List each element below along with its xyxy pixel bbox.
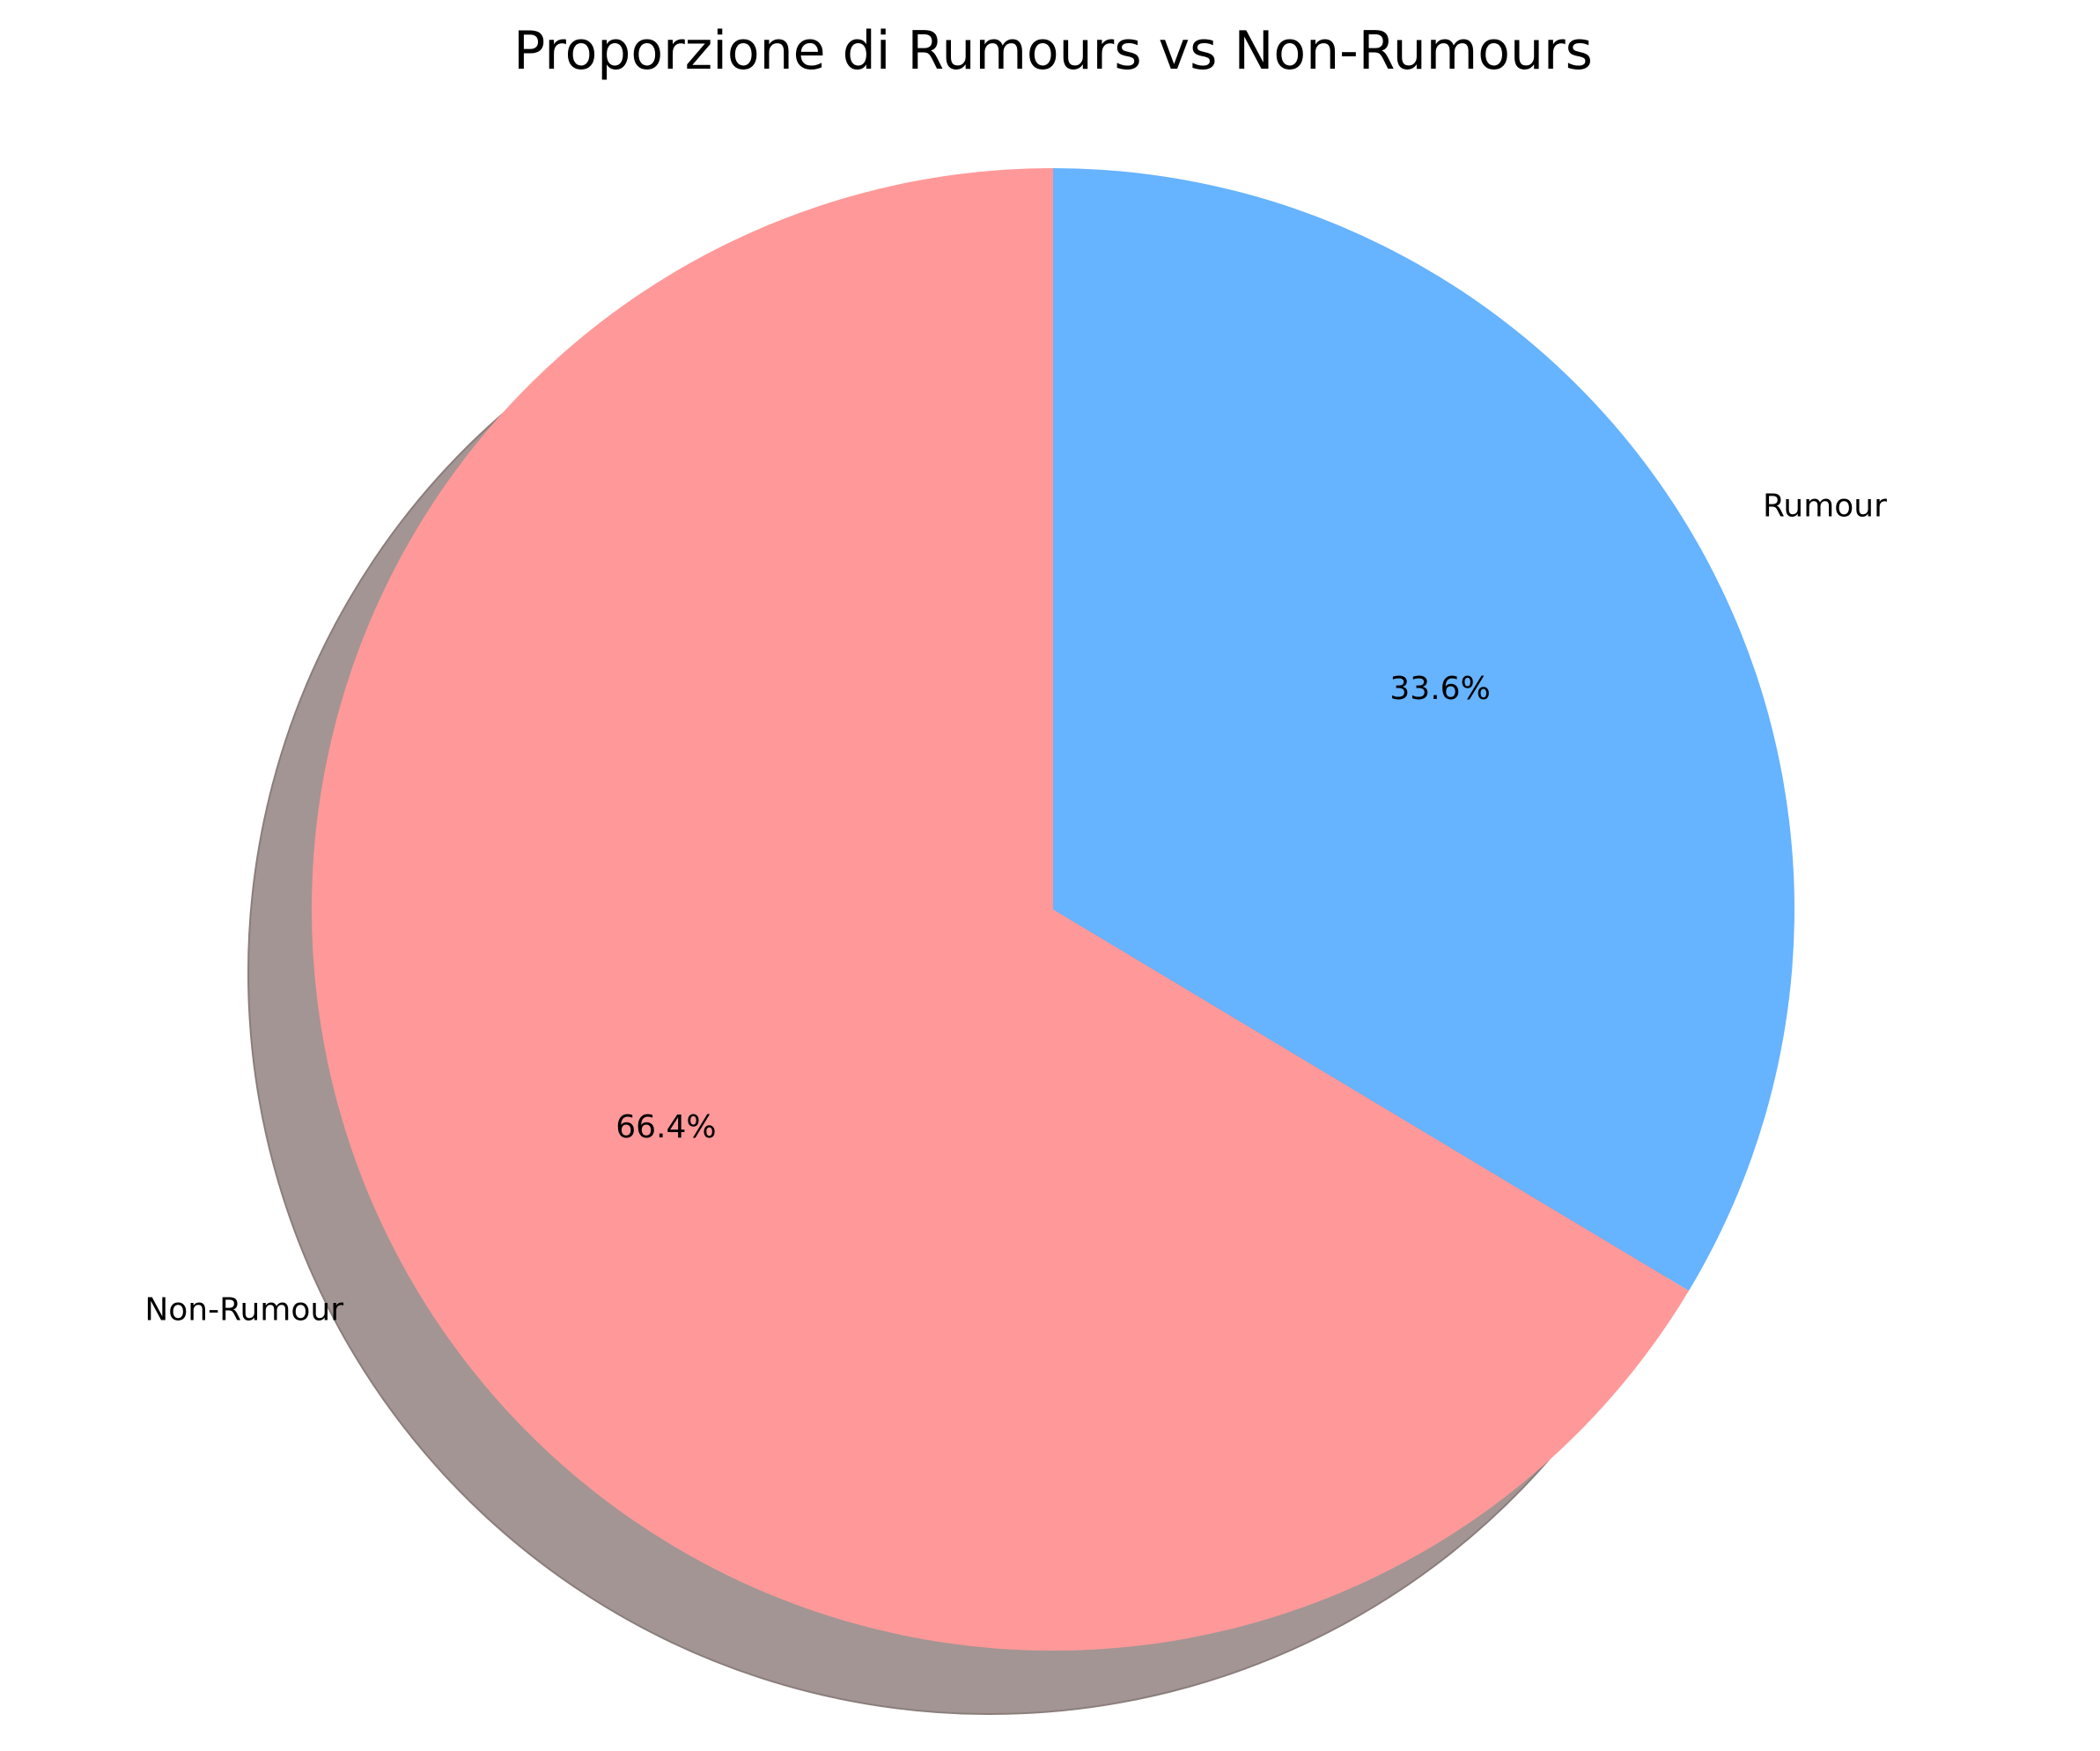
slice-label-rumour: Rumour: [1763, 489, 1887, 525]
slice-pct-label-non-rumour: 66.4%: [615, 1109, 716, 1145]
slice-pct-label-rumour: 33.6%: [1389, 671, 1490, 707]
slice-label-non-rumour: Non-Rumour: [144, 1291, 343, 1328]
slice-rumour: [1053, 168, 1795, 1291]
chart-title: Proporzione di Rumours vs Non-Rumours: [513, 20, 1593, 82]
slice-non-rumour: [312, 168, 1690, 1651]
